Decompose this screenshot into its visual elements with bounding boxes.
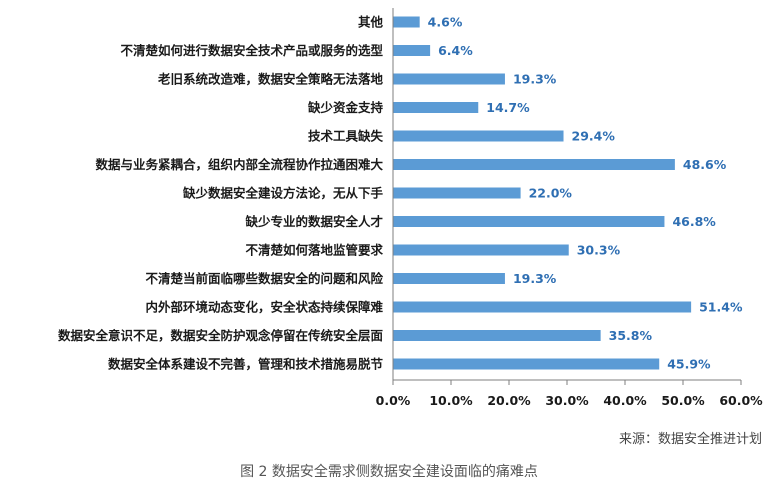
value-label: 45.9% bbox=[667, 357, 711, 372]
bar bbox=[393, 330, 601, 341]
bar bbox=[393, 73, 505, 85]
category-label: 数据安全意识不足，数据安全防护观念停留在传统安全层面 bbox=[57, 328, 384, 343]
axis-group: 0.0% 10.0% 20.0% 30.0% 40.0% 50.0% 60.0% bbox=[376, 8, 763, 408]
x-tick-label: 60.0% bbox=[719, 393, 763, 408]
value-label: 48.6% bbox=[683, 157, 727, 172]
value-label: 46.8% bbox=[672, 214, 716, 229]
category-label: 数据与业务紧耦合，组织内部全流程协作拉通困难大 bbox=[94, 157, 383, 172]
bar bbox=[393, 45, 431, 56]
x-tick-label: 30.0% bbox=[545, 393, 589, 408]
category-label: 不清楚当前面临哪些数据安全的问题和风险 bbox=[145, 271, 383, 286]
x-tick-label: 10.0% bbox=[429, 393, 473, 408]
bar bbox=[393, 358, 660, 370]
source-note: 来源：数据安全推进计划 bbox=[618, 432, 762, 447]
x-tick-label: 20.0% bbox=[487, 393, 531, 408]
bar bbox=[393, 16, 420, 28]
bars-group: 其他 4.6% 不清楚如何进行数据安全技术产品或服务的选型 6.4% 老旧系统改造难，数… bbox=[57, 15, 743, 372]
value-label: 51.4% bbox=[699, 300, 743, 315]
value-label: 14.7% bbox=[486, 100, 530, 115]
category-label: 内外部环境动态变化，安全状态持续保障难 bbox=[145, 300, 383, 315]
category-label: 其他 bbox=[358, 15, 384, 30]
category-label: 不清楚如何落地监管要求 bbox=[245, 243, 383, 258]
category-label: 技术工具缺失 bbox=[308, 129, 384, 144]
bar bbox=[393, 301, 692, 313]
bar bbox=[393, 102, 479, 113]
category-label: 老旧系统改造难，数据安全策略无法落地 bbox=[157, 72, 384, 87]
value-label: 29.4% bbox=[572, 129, 616, 144]
x-tick-label: 40.0% bbox=[603, 393, 647, 408]
value-label: 6.4% bbox=[438, 43, 473, 58]
category-label: 数据安全体系建设不完善，管理和技术措施易脱节 bbox=[107, 357, 384, 372]
bar bbox=[393, 216, 665, 227]
value-label: 19.3% bbox=[513, 271, 557, 286]
bar bbox=[393, 273, 505, 284]
value-label: 4.6% bbox=[428, 15, 463, 30]
x-tick-label: 0.0% bbox=[376, 393, 411, 408]
figure-caption: 图 2 数据安全需求侧数据安全建设面临的痛难点 bbox=[240, 464, 538, 480]
value-label: 30.3% bbox=[577, 243, 621, 258]
x-tick-label: 50.0% bbox=[661, 393, 705, 408]
value-label: 22.0% bbox=[529, 186, 573, 201]
bar bbox=[393, 244, 569, 256]
category-label: 缺少数据安全建设方法论，无从下手 bbox=[183, 186, 384, 201]
bar bbox=[393, 159, 675, 170]
category-label: 缺少资金支持 bbox=[308, 100, 384, 115]
value-label: 19.3% bbox=[513, 72, 557, 87]
category-label: 不清楚如何进行数据安全技术产品或服务的选型 bbox=[120, 43, 383, 58]
category-label: 缺少专业的数据安全人才 bbox=[245, 214, 383, 229]
value-label: 35.8% bbox=[609, 328, 653, 343]
bar bbox=[393, 130, 564, 142]
bar bbox=[393, 187, 521, 199]
